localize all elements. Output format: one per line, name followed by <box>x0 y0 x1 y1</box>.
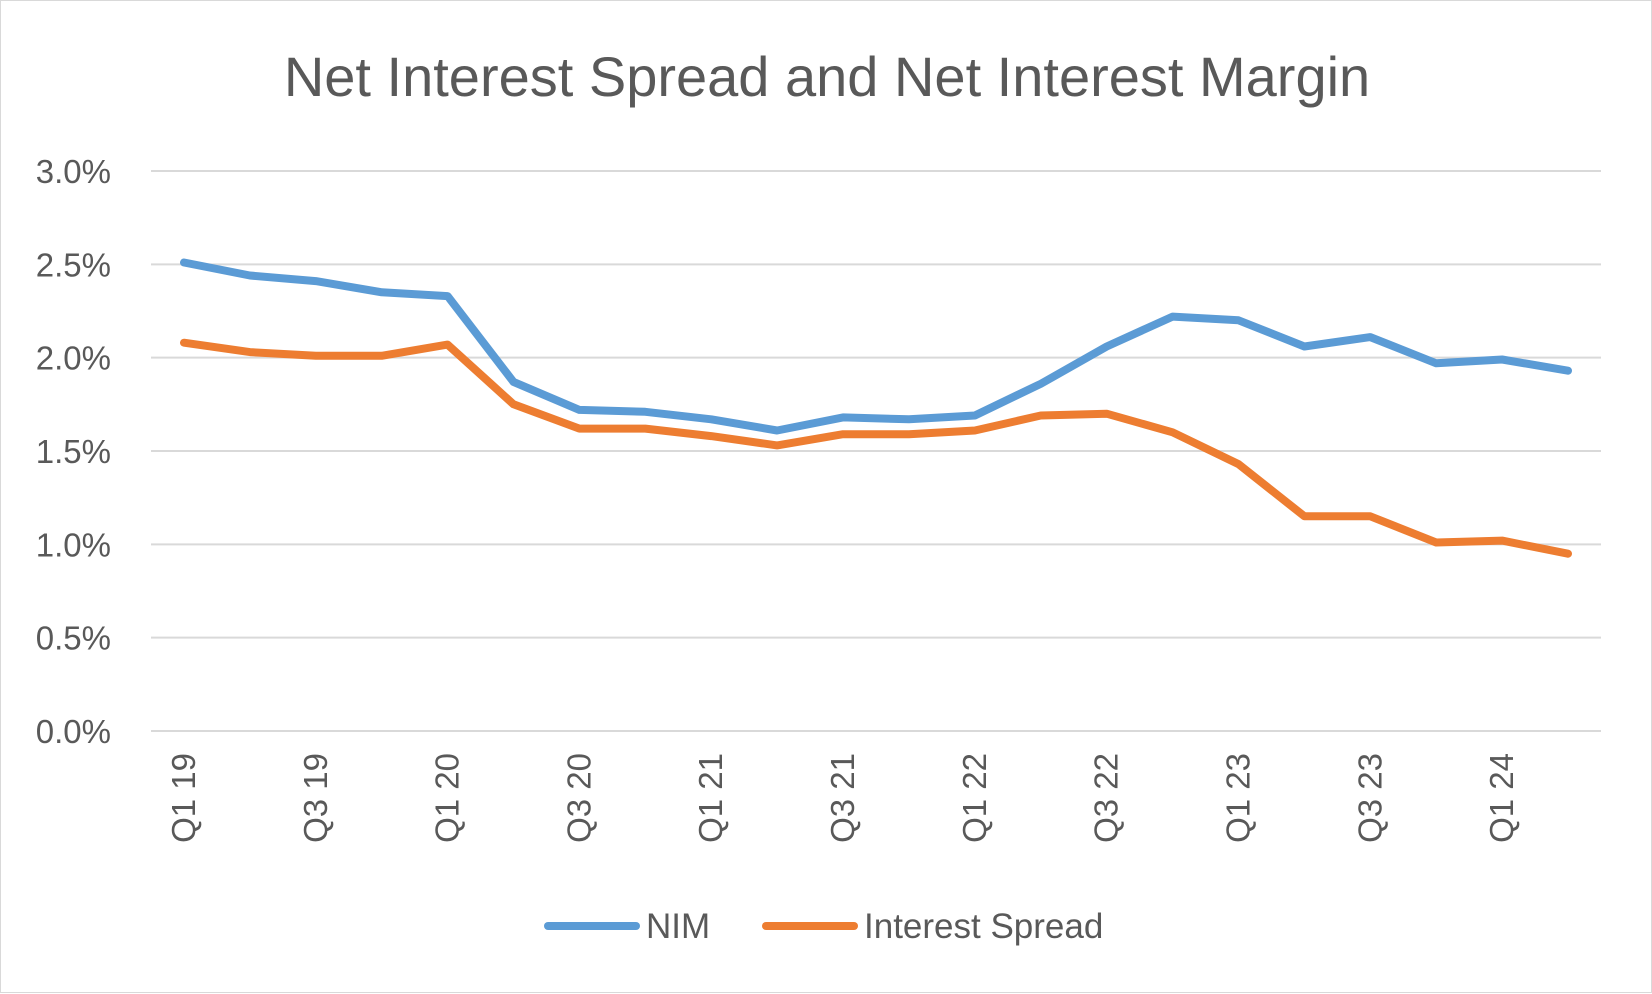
series-line-0 <box>180 258 1572 435</box>
legend-label: NIM <box>646 907 710 946</box>
x-tick-label: Q1 19 <box>165 753 202 843</box>
chart-title: Net Interest Spread and Net Interest Mar… <box>284 45 1370 108</box>
gridlines <box>151 170 1601 732</box>
x-tick-label: Q1 21 <box>692 753 729 843</box>
series-line-1 <box>180 338 1572 558</box>
y-tick-label: 3.0% <box>36 153 111 190</box>
y-tick-label: 2.5% <box>36 246 111 283</box>
y-tick-label: 0.5% <box>36 620 111 657</box>
x-tick-label: Q3 23 <box>1351 753 1388 843</box>
x-tick-label: Q1 20 <box>429 753 466 843</box>
x-tick-label: Q3 20 <box>560 753 597 843</box>
x-tick-label: Q1 22 <box>956 753 993 843</box>
y-tick-label: 2.0% <box>36 340 111 377</box>
y-tick-label: 0.0% <box>36 713 111 750</box>
x-tick-label: Q3 19 <box>297 753 334 843</box>
x-tick-label: Q1 23 <box>1220 753 1257 843</box>
y-axis-ticks: 0.0% 0.5% 1.0% 1.5% 2.0% 2.5% 3.0% <box>36 153 111 750</box>
y-tick-label: 1.5% <box>36 433 111 470</box>
x-tick-label: Q1 24 <box>1483 753 1520 843</box>
x-axis-ticks: Q1 19 Q3 19 Q1 20 Q3 20 Q1 21 Q3 21 Q1 22 Q3 22… <box>165 753 1520 843</box>
x-tick-label: Q3 22 <box>1088 753 1125 843</box>
y-tick-label: 1.0% <box>36 526 111 563</box>
x-tick-label: Q3 21 <box>824 753 861 843</box>
legend-label: Interest Spread <box>864 907 1103 946</box>
series-lines <box>180 258 1572 558</box>
legend: NIM Interest Spread <box>544 907 1103 946</box>
